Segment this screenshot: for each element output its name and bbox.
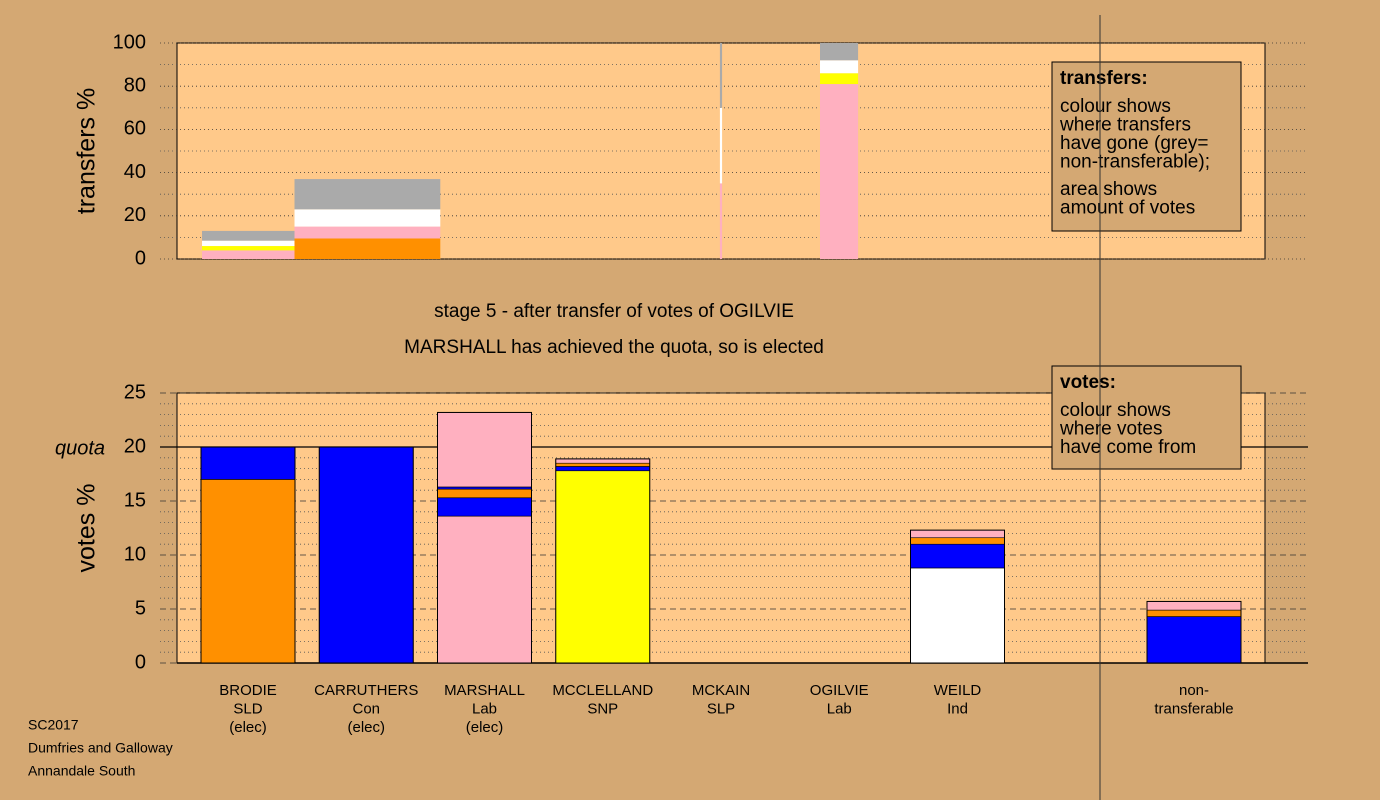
- y-tick-label: 40: [124, 161, 146, 183]
- bar-segment: [294, 226, 441, 239]
- chart-title: stage 5 - after transfer of votes of OGI…: [434, 301, 794, 322]
- x-tick-label: MCKAIN: [692, 682, 750, 699]
- y-tick-label: 10: [124, 543, 146, 565]
- legend-text: colour shows: [1060, 400, 1171, 421]
- bar-segment: [202, 250, 295, 259]
- x-tick-label: Ind: [947, 700, 968, 717]
- bar-segment: [719, 107, 723, 184]
- bar-segment: [555, 470, 651, 664]
- bar-segment: [294, 238, 441, 259]
- bar-outline: [437, 411, 532, 664]
- legend-box: [1051, 61, 1242, 232]
- legend-box: [1051, 365, 1242, 470]
- bar-segment: [820, 73, 859, 85]
- bar-segment: [910, 567, 1005, 664]
- bar-segment: [200, 479, 296, 664]
- legend-text: where transfers: [1059, 115, 1191, 136]
- footer-text: Annandale South: [28, 763, 135, 779]
- y-tick-label: 0: [135, 247, 146, 269]
- x-tick-label: BRODIE: [219, 682, 277, 699]
- footer-text: Dumfries and Galloway: [28, 740, 173, 756]
- legend-title: votes:: [1060, 372, 1116, 393]
- y-axis-label: transfers %: [73, 88, 101, 214]
- bar-segment: [437, 497, 532, 517]
- bar-segment: [1146, 601, 1242, 611]
- x-tick-label: MARSHALL: [444, 682, 525, 699]
- x-tick-label: (elec): [347, 719, 385, 736]
- bar-segment: [294, 179, 441, 210]
- x-tick-label: OGILVIE: [810, 682, 869, 699]
- y-tick-label: 60: [124, 118, 146, 140]
- bar-outline: [318, 446, 414, 664]
- bar-outline: [1146, 600, 1242, 664]
- bar-segment: [437, 488, 532, 499]
- x-tick-label: Con: [352, 700, 380, 717]
- bar-segment: [294, 209, 441, 227]
- bar-segment: [1146, 609, 1242, 617]
- bar-segment: [437, 486, 532, 490]
- x-tick-label: non-: [1179, 682, 1209, 699]
- bar-segment: [555, 462, 651, 467]
- bar-segment: [202, 230, 295, 241]
- x-tick-label: CARRUTHERS: [314, 682, 418, 699]
- legend-title: transfers:: [1060, 68, 1148, 89]
- x-tick-label: Lab: [472, 700, 497, 717]
- bar-segment: [202, 246, 295, 251]
- y-tick-label: 15: [124, 489, 146, 511]
- x-tick-label: (elec): [466, 719, 504, 736]
- y-tick-label: 80: [124, 74, 146, 96]
- footer-text: SC2017: [28, 717, 79, 733]
- quota-label: quota: [55, 437, 105, 459]
- x-tick-label: WEILD: [934, 682, 982, 699]
- bar-segment: [910, 529, 1005, 539]
- x-tick-label: SNP: [587, 700, 618, 717]
- legend-text: non-transferable);: [1060, 152, 1210, 173]
- y-tick-label: 20: [124, 204, 146, 226]
- y-tick-label: 5: [135, 597, 146, 619]
- bar-segment: [202, 240, 295, 247]
- x-tick-label: Lab: [827, 700, 852, 717]
- bar-segment: [820, 60, 859, 74]
- bar-segment: [910, 537, 1005, 545]
- chart-title: MARSHALL has achieved the quota, so is e…: [404, 337, 824, 358]
- x-tick-label: SLD: [233, 700, 262, 717]
- y-tick-label: 100: [113, 31, 146, 53]
- x-tick-label: MCCLELLAND: [552, 682, 653, 699]
- bar-segment: [437, 515, 532, 664]
- x-tick-label: transferable: [1154, 700, 1233, 717]
- legend-text: have come from: [1060, 437, 1196, 458]
- legend-text: area shows: [1060, 179, 1157, 200]
- y-tick-label: 0: [135, 651, 146, 673]
- bar-segment: [719, 183, 723, 259]
- x-tick-label: (elec): [229, 719, 267, 736]
- bar-segment: [719, 43, 723, 108]
- bar-outline: [910, 529, 1005, 664]
- legend-text: where votes: [1059, 419, 1162, 440]
- bar-segment: [1146, 616, 1242, 664]
- y-tick-label: 20: [124, 435, 146, 457]
- bar-segment: [555, 466, 651, 472]
- bar-segment: [910, 543, 1005, 569]
- legend-text: have gone (grey=: [1060, 133, 1208, 154]
- y-axis-label: votes %: [73, 484, 101, 573]
- bar-segment: [820, 43, 859, 61]
- y-tick-label: 25: [124, 381, 146, 403]
- bar-segment: [820, 84, 859, 259]
- bar-outline: [555, 458, 651, 664]
- bar-segment: [200, 446, 296, 480]
- bar-segment: [318, 446, 414, 664]
- bar-segment: [437, 412, 532, 488]
- legend-text: colour shows: [1060, 96, 1171, 117]
- bar-segment: [555, 458, 651, 464]
- x-tick-label: SLP: [707, 700, 735, 717]
- legend-text: amount of votes: [1060, 198, 1195, 219]
- bar-outline: [200, 446, 296, 664]
